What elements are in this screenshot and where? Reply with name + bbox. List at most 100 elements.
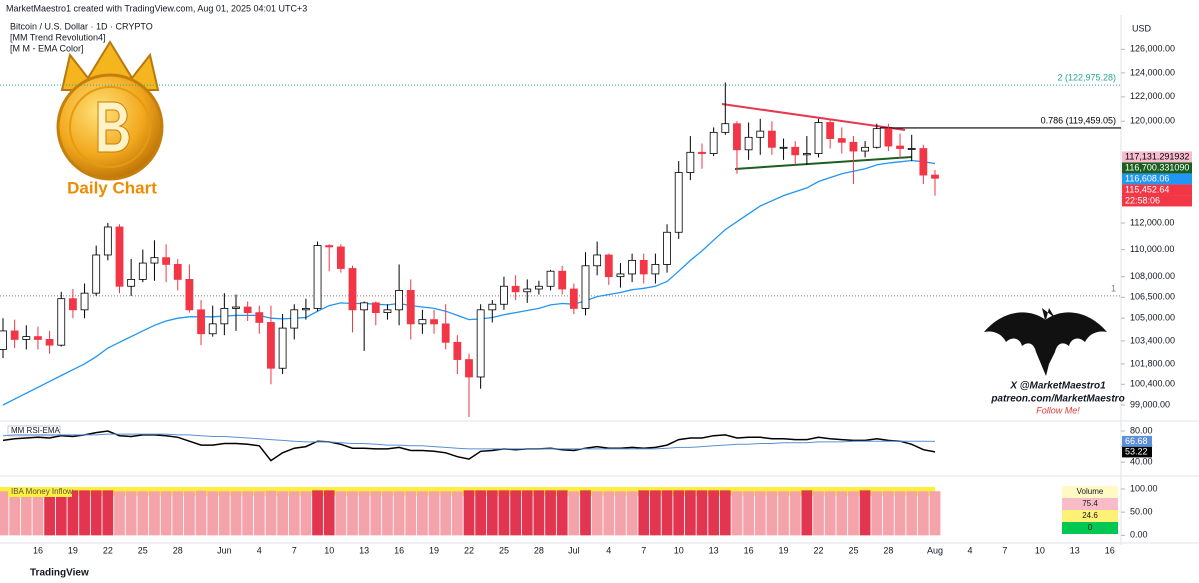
candle-body (22, 336, 31, 340)
candle-body (581, 265, 590, 309)
countdown-badge (1122, 195, 1192, 207)
candle-body (255, 312, 264, 323)
candle-body (604, 254, 613, 278)
bar (836, 491, 848, 536)
candle-body (558, 270, 567, 290)
bar (848, 491, 859, 536)
candle-body (290, 309, 299, 329)
bar (463, 490, 475, 536)
bar (300, 491, 312, 536)
candle-body (418, 319, 427, 325)
candle-body (709, 131, 718, 154)
bar (114, 491, 125, 536)
candle-body (616, 273, 625, 278)
candle-body (500, 285, 508, 305)
bar (277, 491, 288, 536)
bar (533, 490, 545, 536)
table-cell (1062, 522, 1118, 534)
candle-body (535, 285, 543, 290)
candle-body (476, 309, 485, 378)
candle-body (593, 254, 602, 267)
candle-body (931, 174, 939, 179)
watermark: X @MarketMaestro1 (1009, 381, 1106, 392)
x-tick-label: 25 (138, 545, 148, 555)
table-cell (1062, 510, 1118, 522)
bar (638, 490, 650, 536)
candle-body (919, 148, 928, 176)
bar (0, 491, 9, 536)
candle-body (197, 309, 205, 335)
bar (754, 491, 766, 536)
candle-body (826, 122, 835, 139)
x-tick-label: 28 (534, 545, 544, 555)
candle-body (896, 145, 904, 149)
bar (55, 490, 67, 536)
indicator-label: [MM Trend Revolution4] (10, 32, 106, 42)
candle-body (744, 136, 753, 151)
bar (556, 490, 568, 536)
table-header-label: Volume (1077, 487, 1104, 496)
bar (591, 491, 603, 536)
pane-title-box (7, 425, 61, 437)
price-badge-label: 116,700.331090 (1125, 162, 1189, 172)
x-tick-label: 13 (1070, 545, 1080, 555)
candle-body (395, 289, 404, 311)
y-tick-label: 108,000.00 (1130, 271, 1175, 281)
y-tick-label: 100.00 (1130, 483, 1158, 493)
bar (195, 490, 207, 536)
bar (335, 491, 347, 536)
bar (603, 491, 615, 536)
bar (673, 490, 685, 536)
y-tick-label: 124,000.00 (1130, 67, 1175, 77)
y-tick-label: 101,800.00 (1130, 358, 1175, 368)
x-tick-label: 4 (257, 545, 262, 555)
candle-body (651, 264, 660, 275)
x-tick-label: 22 (813, 545, 823, 555)
bar (90, 490, 102, 536)
currency: USD (1132, 23, 1152, 33)
candle-body (698, 151, 706, 154)
watermark: patreon.com/MarketMaestro (990, 394, 1124, 405)
candle-body (0, 330, 7, 350)
y-tick-label: 80.00 (1130, 425, 1153, 435)
x-tick-label: 13 (709, 545, 719, 555)
x-tick-label: 22 (103, 545, 113, 555)
price-badge-label: 116,608.06 (1125, 173, 1169, 183)
x-tick-label: 16 (744, 545, 754, 555)
y-tick-label: 0.00 (1130, 530, 1148, 540)
bar (347, 491, 358, 536)
bat-logo (984, 308, 1107, 376)
price-badge (1122, 151, 1192, 163)
bar (218, 491, 230, 536)
candle-body (523, 288, 532, 293)
candle-body (313, 245, 322, 309)
bar (789, 491, 801, 536)
bar (149, 491, 160, 536)
logo-text: Daily Chart (67, 178, 157, 197)
candle-body (138, 262, 147, 280)
candle-body (569, 288, 578, 309)
table-cell-label: 24.6 (1082, 511, 1098, 520)
bar (486, 490, 498, 536)
indicator-label: [M M - EMA Color] (10, 43, 84, 53)
candle-body (756, 130, 765, 138)
y-tick-label: 103,400.00 (1130, 335, 1175, 345)
candle-body (686, 151, 695, 173)
candle-body (465, 359, 473, 378)
candle-body (360, 302, 369, 311)
bar (230, 491, 242, 536)
price-badge (1122, 162, 1192, 174)
candle-body (628, 259, 636, 275)
x-tick-label: 7 (1002, 545, 1007, 555)
candle-body (103, 226, 112, 256)
candle-body (441, 323, 450, 343)
bar (184, 491, 195, 536)
x-tick-label: 16 (1105, 545, 1115, 555)
x-tick-label: 25 (499, 545, 509, 555)
candle-body (663, 231, 671, 265)
table-cell (1062, 498, 1118, 510)
candle-body (267, 322, 275, 369)
page-title: MarketMaestro1 created with TradingView.… (6, 3, 307, 13)
candle-body (10, 330, 19, 340)
